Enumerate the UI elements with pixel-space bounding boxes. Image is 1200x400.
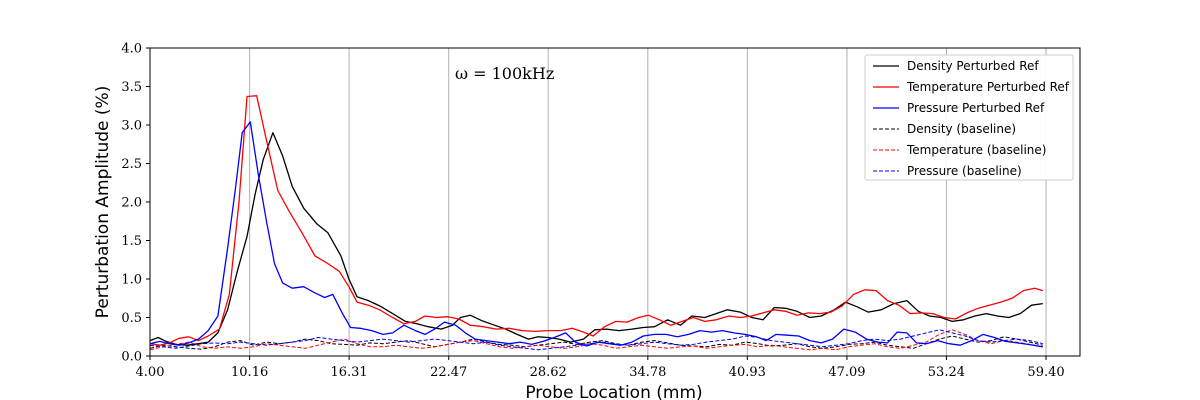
x-tick-label: 34.78	[629, 365, 666, 380]
y-tick-label: 3.0	[121, 119, 142, 134]
series-line-density-baseline	[149, 335, 1043, 350]
series-line-pressure-perturbed-ref	[149, 121, 1043, 348]
y-tick-label: 4.0	[121, 42, 142, 57]
x-tick-label: 28.62	[530, 365, 567, 380]
y-axis-label: Perturbation Amplitude (%)	[93, 86, 113, 319]
x-tick-label: 22.47	[430, 365, 467, 380]
frequency-annotation: ω = 100kHz	[455, 64, 554, 83]
x-tick-label: 40.93	[729, 365, 766, 380]
y-tick-label: 0.0	[121, 350, 142, 365]
x-axis-ticks: 4.00 10.16 16.31 22.47 28.62 34.78 40.93 47.09 5…	[136, 356, 1065, 380]
legend-label: Pressure Perturbed Ref	[907, 101, 1045, 115]
series-line-density-perturbed-ref	[149, 132, 1043, 346]
x-tick-label: 10.16	[231, 365, 268, 380]
y-axis-ticks: 0.0 0.5 1.0 1.5 2.0 2.5 3.0 3.5 4.0	[121, 42, 150, 365]
y-tick-label: 1.0	[121, 273, 142, 288]
legend-label: Density (baseline)	[907, 122, 1016, 136]
legend: Density Perturbed Ref Temperature Perturb…	[864, 54, 1074, 181]
y-tick-label: 2.5	[121, 157, 142, 172]
y-tick-label: 3.5	[121, 80, 142, 95]
x-tick-label: 47.09	[828, 365, 865, 380]
grid-lines	[149, 48, 1047, 356]
x-axis-label: Probe Location (mm)	[525, 383, 702, 400]
y-tick-label: 2.0	[121, 196, 142, 211]
legend-label: Temperature (baseline)	[906, 143, 1046, 157]
legend-label: Density Perturbed Ref	[907, 59, 1039, 73]
series-line-temperature-perturbed-ref	[149, 95, 1043, 346]
series-line-temperature-baseline	[149, 329, 1043, 351]
x-tick-label: 59.40	[1027, 365, 1064, 380]
x-tick-label: 16.31	[330, 365, 367, 380]
x-tick-label: 4.00	[136, 365, 165, 380]
x-tick-label: 53.24	[928, 365, 965, 380]
legend-label: Pressure (baseline)	[907, 164, 1022, 178]
y-tick-label: 0.5	[121, 311, 142, 326]
legend-box	[864, 54, 1074, 181]
plot-series	[149, 95, 1043, 351]
y-tick-label: 1.5	[121, 234, 142, 249]
legend-label: Temperature Perturbed Ref	[906, 80, 1070, 94]
